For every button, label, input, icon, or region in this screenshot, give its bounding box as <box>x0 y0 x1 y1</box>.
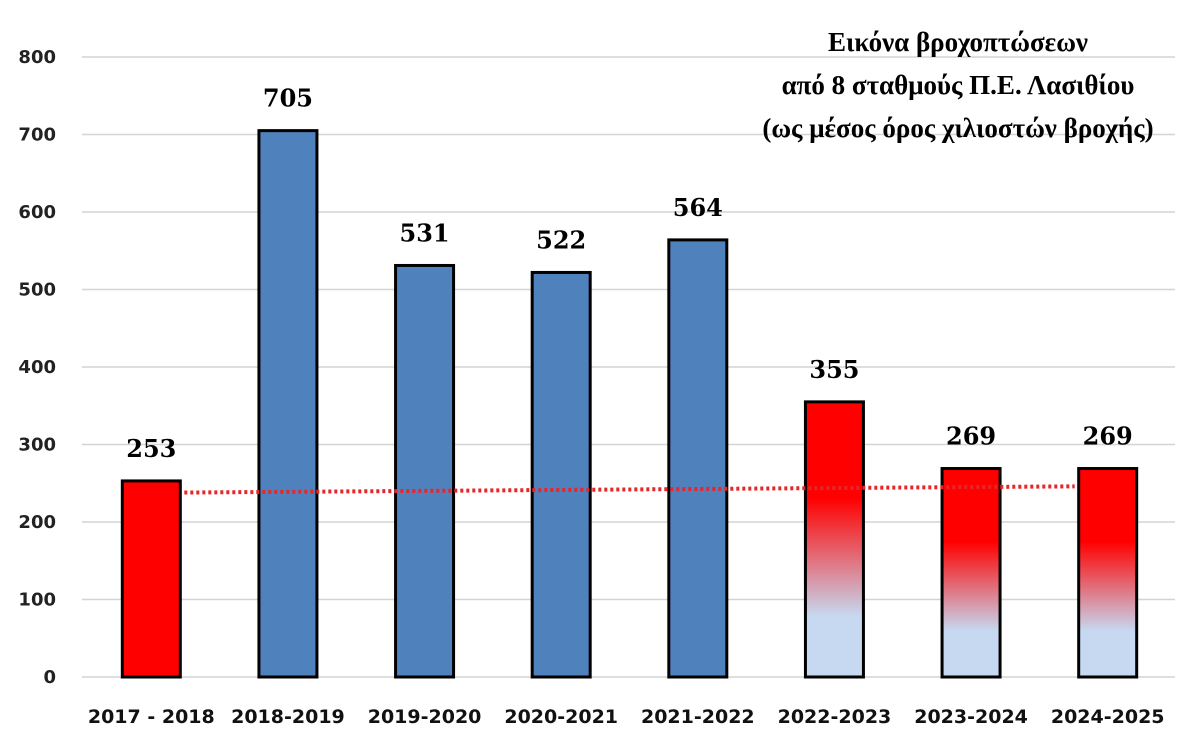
y-tick-label: 800 <box>18 47 56 68</box>
y-tick-label: 200 <box>18 512 56 533</box>
y-axis-ticks: 0 100 200 300 400 500 600 700 800 <box>18 47 56 688</box>
data-label: 705 <box>263 84 313 113</box>
x-tick-label: 2020-2021 <box>504 706 618 728</box>
y-tick-label: 300 <box>18 435 56 456</box>
bars <box>120 129 1139 679</box>
data-label: 522 <box>536 225 586 254</box>
bar <box>803 400 865 679</box>
y-tick-label: 100 <box>18 590 56 611</box>
bar <box>257 129 319 679</box>
y-tick-label: 0 <box>43 667 56 688</box>
x-tick-label: 2019-2020 <box>368 706 482 728</box>
x-tick-label: 2023-2024 <box>914 706 1028 728</box>
bar <box>940 467 1002 679</box>
data-label: 269 <box>1083 422 1133 451</box>
x-tick-label: 2024-2025 <box>1051 706 1165 728</box>
x-tick-label: 2021-2022 <box>641 706 755 728</box>
data-label: 564 <box>673 193 723 222</box>
gridlines <box>82 56 1175 678</box>
y-tick-label: 700 <box>18 125 56 146</box>
data-label: 269 <box>946 422 996 451</box>
x-tick-label: 2018-2019 <box>231 706 345 728</box>
y-tick-label: 400 <box>18 357 56 378</box>
x-tick-label: 2017 - 2018 <box>88 706 215 728</box>
trend-line <box>184 484 1075 495</box>
title-line-2: από 8 σταθμούς Π.Ε. Λασιθίου <box>782 70 1135 100</box>
bar <box>667 238 729 679</box>
chart-title: Εικόνα βροχοπτώσεων από 8 σταθμούς Π.Ε. … <box>762 27 1153 143</box>
y-tick-label: 500 <box>18 280 56 301</box>
trend-line-path <box>184 484 1075 495</box>
bar <box>120 479 182 679</box>
bar <box>530 270 592 679</box>
data-label: 531 <box>400 218 450 247</box>
data-label: 355 <box>809 355 859 384</box>
bar <box>394 263 456 679</box>
bar <box>1077 467 1139 679</box>
x-axis-ticks: 2017 - 2018 2018-2019 2019-2020 2020-2021 20… <box>88 706 1165 728</box>
title-line-3: (ως μέσος όρος χιλιοστών βροχής) <box>762 113 1153 143</box>
data-labels: 253 705 531 522 564 355 269 269 <box>126 84 1132 463</box>
data-label: 253 <box>126 434 176 463</box>
title-line-1: Εικόνα βροχοπτώσεων <box>828 27 1088 57</box>
y-tick-label: 600 <box>18 202 56 223</box>
x-tick-label: 2022-2023 <box>778 706 892 728</box>
